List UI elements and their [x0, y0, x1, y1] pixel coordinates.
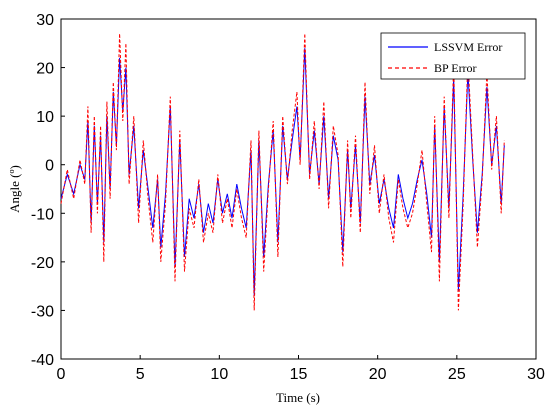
y-tick-label: -40: [31, 352, 54, 369]
series-line-1: [60, 33, 505, 311]
y-tick-label: -20: [31, 255, 54, 272]
y-tick-label: 30: [36, 12, 54, 29]
ticks-layer: 0 5 10 15 20 25 30 30 20 10 0 -10 -20 -30 -40: [31, 12, 545, 383]
legend-box: [380, 32, 526, 80]
y-tick-label: -30: [31, 303, 54, 320]
series-layer: [60, 33, 505, 311]
y-tick-label: 10: [36, 109, 54, 126]
x-tick-label: 30: [527, 366, 545, 383]
legend-label-lssvm: LSSVM Error: [434, 40, 502, 54]
x-tick-label: 15: [290, 366, 308, 383]
legend-label-bp: BP Error: [434, 61, 477, 75]
x-tick-label: 5: [136, 366, 145, 383]
legend: LSSVM Error BP Error: [380, 32, 526, 80]
x-tick-label: 25: [448, 366, 466, 383]
y-tick-label: 20: [36, 61, 54, 78]
x-tick-label: 10: [210, 366, 228, 383]
y-axis-label: Angle (º): [7, 165, 22, 213]
y-tick-label: -10: [31, 206, 54, 223]
y-tick-label: 0: [45, 158, 54, 175]
x-axis-label: Time (s): [276, 390, 320, 405]
x-tick-label: 0: [57, 366, 66, 383]
x-tick-label: 20: [369, 366, 387, 383]
